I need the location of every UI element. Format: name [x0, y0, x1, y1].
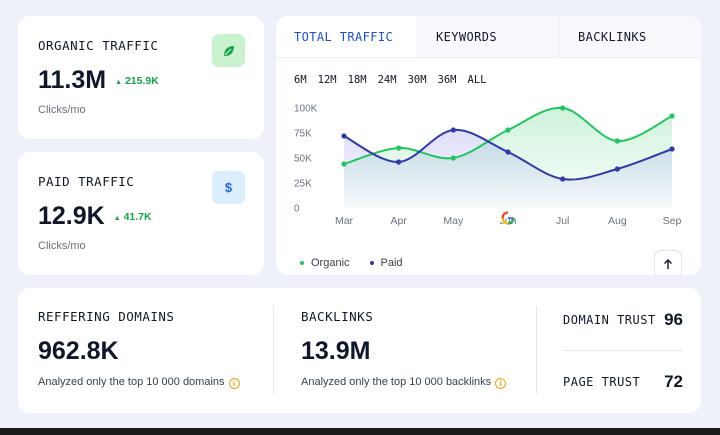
x-tick-label: Mar [335, 215, 354, 227]
organic-delta-value: 215.9K [124, 74, 159, 87]
y-tick-label: 25K [294, 179, 312, 190]
organic-traffic-unit: Clicks/mo [38, 104, 86, 116]
page-trust-value: 72 [664, 372, 683, 391]
y-tick-label: 75K [294, 129, 312, 140]
data-point-paid [450, 127, 456, 133]
legend-organic: Organic [300, 257, 350, 269]
backlinks-note: Analyzed only the top 10 000 backlinks i [301, 376, 507, 389]
info-icon[interactable]: i [495, 378, 507, 389]
organic-traffic-value: 11.3M [38, 66, 107, 94]
range-36m[interactable]: 36M [437, 74, 457, 86]
arrow-up-icon [664, 258, 672, 269]
y-tick-label: 50K [294, 154, 312, 165]
range-24m[interactable]: 24M [377, 74, 397, 86]
info-icon[interactable]: i [228, 378, 240, 389]
paid-traffic-delta: ▲ 41.7K [114, 211, 152, 223]
data-point-paid [396, 159, 402, 165]
referring-domains-label: REFFERING DOMAINS [38, 309, 175, 324]
time-range-selector: 6M 12M 18M 24M 30M 36M ALL [294, 74, 486, 86]
data-point-organic [560, 105, 566, 111]
organic-traffic-card: ORGANIC TRAFFIC 11.3M ▲ 215.9K Clicks/mo [18, 16, 264, 139]
data-point-organic [450, 155, 456, 161]
organic-traffic-label: ORGANIC TRAFFIC [38, 38, 159, 53]
organic-badge [212, 34, 245, 67]
paid-traffic-unit: Clicks/mo [38, 240, 86, 252]
page-trust-label: PAGE TRUST [563, 375, 641, 389]
domain-trust-label: DOMAIN TRUST [563, 313, 656, 327]
backlinks-value: 13.9M [301, 337, 371, 365]
dollar-icon: $ [224, 180, 233, 195]
organic-traffic-delta: ▲ 215.9K [115, 75, 159, 87]
range-6m[interactable]: 6M [294, 74, 307, 86]
x-tick-label: May [443, 215, 464, 227]
data-point-paid [669, 146, 675, 152]
range-30m[interactable]: 30M [407, 74, 427, 86]
paid-traffic-card: PAID TRAFFIC $ 12.9K ▲ 41.7K Clicks/mo [18, 152, 264, 275]
y-tick-label: 100K [294, 104, 318, 115]
x-tick-label: Apr [390, 215, 407, 227]
tab-keywords[interactable]: KEYWORDS [418, 16, 560, 57]
range-all[interactable]: ALL [467, 74, 487, 86]
paid-delta-value: 41.7K [123, 210, 152, 223]
data-point-paid [505, 149, 511, 155]
data-point-paid [560, 176, 566, 182]
legend-paid: Paid [369, 257, 403, 269]
data-point-organic [341, 161, 347, 167]
data-point-organic [505, 127, 511, 133]
leaf-icon [223, 45, 234, 56]
data-point-paid [614, 166, 620, 172]
data-point-organic [614, 138, 620, 144]
paid-traffic-value: 12.9K [38, 202, 105, 230]
paid-badge: $ [212, 171, 245, 204]
divider [273, 306, 274, 394]
tab-total-traffic[interactable]: TOTAL TRAFFIC [276, 16, 418, 57]
series-area-paid [344, 129, 672, 208]
divider [563, 350, 683, 351]
traffic-chart-card: TOTAL TRAFFIC KEYWORDS BACKLINKS 6M 12M … [276, 16, 701, 275]
google-icon [501, 211, 515, 225]
scroll-up-button[interactable] [654, 250, 682, 275]
data-point-organic [669, 113, 675, 119]
referring-domains-note: Analyzed only the top 10 000 domains i [38, 376, 240, 389]
domain-trust-row: DOMAIN TRUST 96 [563, 310, 683, 330]
x-tick-label: Aug [608, 215, 627, 227]
data-point-paid [341, 133, 347, 139]
x-tick-label: Jul [556, 215, 569, 227]
domain-trust-value: 96 [664, 310, 683, 329]
y-tick-label: 0 [294, 204, 300, 215]
data-point-organic [396, 145, 402, 151]
page-trust-row: PAGE TRUST 72 [563, 372, 683, 392]
chart-tabs: TOTAL TRAFFIC KEYWORDS BACKLINKS [276, 16, 701, 58]
paid-traffic-label: PAID TRAFFIC [38, 174, 135, 189]
stats-card: REFFERING DOMAINS 962.8K Analyzed only t… [18, 288, 701, 413]
referring-domains-value: 962.8K [38, 337, 119, 365]
range-12m[interactable]: 12M [317, 74, 337, 86]
range-18m[interactable]: 18M [347, 74, 367, 86]
divider [536, 306, 537, 394]
up-arrow-icon: ▲ [115, 78, 123, 86]
tab-backlinks[interactable]: BACKLINKS [560, 16, 701, 57]
bottom-edge [0, 428, 720, 435]
backlinks-label: BACKLINKS [301, 309, 374, 324]
chart-legend: Organic Paid [300, 257, 403, 269]
up-arrow-icon: ▲ [113, 214, 121, 222]
x-tick-label: Sep [663, 215, 682, 227]
